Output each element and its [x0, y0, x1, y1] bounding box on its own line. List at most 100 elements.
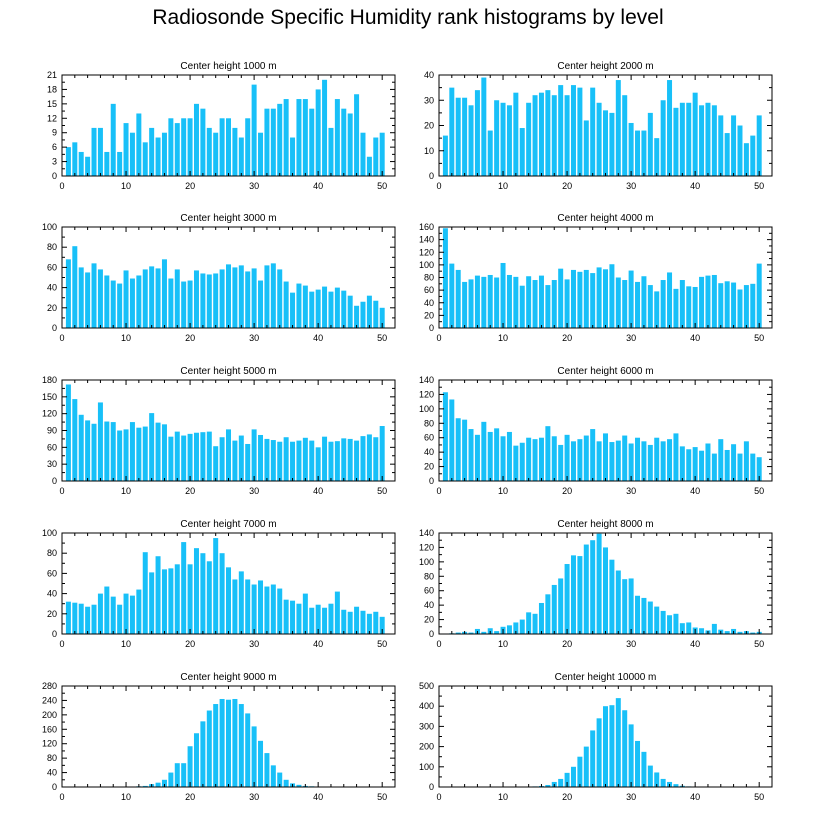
panel-4-bar-13 — [519, 285, 525, 328]
panel-7-bar-40 — [315, 604, 321, 634]
panel-7-bar-9 — [117, 604, 123, 634]
panel-9-bar-26 — [226, 699, 231, 787]
panel-6-bar-24 — [590, 429, 596, 481]
panel-5-bar-21 — [193, 432, 199, 481]
panel-9-xtick-label-30: 30 — [249, 792, 259, 802]
panel-5-bar-1 — [65, 384, 71, 481]
panel-5-xtick-label-0: 0 — [59, 486, 64, 496]
panel-6-bar-40 — [692, 447, 698, 481]
panel-1-bar-36 — [290, 137, 296, 176]
panel-9-xtick-label-0: 0 — [59, 792, 64, 802]
panel-3-bar-9 — [117, 283, 123, 328]
panel-6-bar-20 — [564, 434, 570, 481]
panel-1-ytick-label-3: 3 — [52, 157, 57, 167]
panel-3-bar-23 — [206, 274, 212, 328]
panel-4-bar-5 — [468, 279, 474, 328]
panel-5-xtick-label-10: 10 — [121, 486, 131, 496]
panel-7-bar-14 — [149, 572, 155, 634]
panel-9-bar-19 — [181, 763, 187, 787]
panel-4-bar-22 — [577, 271, 583, 328]
panel-2-bar-23 — [583, 120, 589, 176]
panel-4-ytick-label-20: 20 — [424, 310, 434, 320]
panel-6-bar-31 — [635, 437, 641, 481]
panel-10-bar-35 — [660, 778, 666, 787]
panel-6-bar-43 — [711, 453, 717, 481]
panel-3-bar-13 — [142, 269, 148, 328]
panel-2-bar-15 — [532, 95, 538, 176]
panel-7-bar-12 — [136, 589, 142, 634]
panel-10-ytick-label-300: 300 — [419, 721, 434, 731]
panel-7-bar-4 — [85, 606, 91, 634]
panel-3-bar-50 — [379, 307, 385, 328]
panel-4-bar-46 — [731, 282, 737, 328]
panel-9-xtick-label-50: 50 — [377, 792, 387, 802]
panel-3-bar-39 — [309, 291, 315, 328]
panel-8-bar-9 — [494, 631, 500, 634]
panel-8-bar-35 — [660, 610, 666, 634]
panel-9-bar-25 — [219, 698, 225, 787]
panel-1-xtick-label-40: 40 — [313, 181, 323, 191]
panel-4-bar-34 — [654, 291, 660, 328]
panel-8-ytick-label-120: 120 — [419, 542, 434, 552]
panel-4-ytick-label-40: 40 — [424, 298, 434, 308]
panel-8-bar-7 — [481, 631, 487, 634]
panel-6-xtick-label-50: 50 — [754, 486, 764, 496]
panel-9-bar-30 — [251, 726, 257, 787]
panel-1-bar-29 — [245, 118, 251, 176]
panel-5-bar-18 — [174, 431, 180, 481]
panel-6-xtick-label-10: 10 — [498, 486, 508, 496]
panel-5-ytick-label-180: 180 — [42, 375, 57, 385]
panel-3-bar-11 — [129, 278, 135, 328]
panel-6-bar-28 — [615, 440, 621, 481]
panel-6-bar-14 — [526, 437, 532, 481]
panel-3-ytick-label-60: 60 — [47, 262, 57, 272]
panel-1-bar-20 — [187, 118, 193, 176]
panel-4-bar-27 — [609, 264, 615, 328]
panel-6-bar-42 — [705, 443, 711, 481]
panel-6-bar-47 — [737, 453, 743, 481]
panel-7-bar-43 — [334, 591, 340, 634]
panel-7-bar-1 — [65, 601, 71, 634]
panel-3-xtick-label-50: 50 — [377, 333, 387, 343]
panel-8-bar-5 — [468, 632, 474, 634]
panel-7-bar-37 — [296, 603, 302, 634]
panel-5-bar-3 — [78, 414, 84, 481]
panel-3-xtick-label-0: 0 — [59, 333, 64, 343]
panel-4-ytick-label-0: 0 — [429, 323, 434, 333]
panel-1-bar-37 — [296, 99, 302, 176]
panel-8-bar-25 — [596, 533, 602, 634]
panel-8-xtick-label-10: 10 — [498, 639, 508, 649]
panel-5-bar-17 — [168, 436, 174, 481]
panel-10-bar-23 — [583, 746, 589, 787]
panel-1-bar-35 — [283, 99, 289, 176]
panel-7-xtick-label-20: 20 — [185, 639, 195, 649]
panel-4-xtick-label-10: 10 — [498, 333, 508, 343]
panel-2-bar-49 — [750, 135, 756, 176]
panel-8-ytick-label-40: 40 — [424, 600, 434, 610]
panel-10-bar-37 — [673, 784, 679, 787]
panel-3-bar-7 — [104, 275, 110, 328]
panel-6-bar-36 — [667, 439, 673, 481]
panel-6-bar-46 — [731, 444, 737, 481]
panel-6-bar-33 — [647, 444, 653, 481]
panel-6-bar-41 — [699, 450, 705, 481]
panel-9-bar-35 — [283, 779, 289, 787]
panel-2-xtick-label-30: 30 — [626, 181, 636, 191]
panel-7-bar-38 — [302, 593, 308, 634]
panel-6-bar-21 — [570, 441, 576, 481]
panel-7-bar-6 — [97, 593, 103, 634]
panel-4-xtick-label-0: 0 — [436, 333, 441, 343]
panel-1-bar-48 — [366, 156, 372, 176]
panel-6-title: Center height 6000 m — [557, 366, 653, 377]
panel-9-bar-31 — [258, 740, 264, 787]
panel-6-bar-50 — [756, 457, 762, 481]
panel-1-xtick-label-20: 20 — [185, 181, 195, 191]
panel-2-bar-11 — [506, 105, 512, 176]
panel-5-bar-8 — [110, 422, 116, 481]
panel-2-bar-29 — [622, 95, 628, 176]
panel-4-xtick-label-50: 50 — [754, 333, 764, 343]
panel-8-bar-49 — [750, 632, 756, 634]
panel-7-bar-23 — [206, 561, 212, 634]
panel-1-bar-41 — [322, 79, 328, 176]
panel-4-bar-49 — [750, 283, 756, 328]
